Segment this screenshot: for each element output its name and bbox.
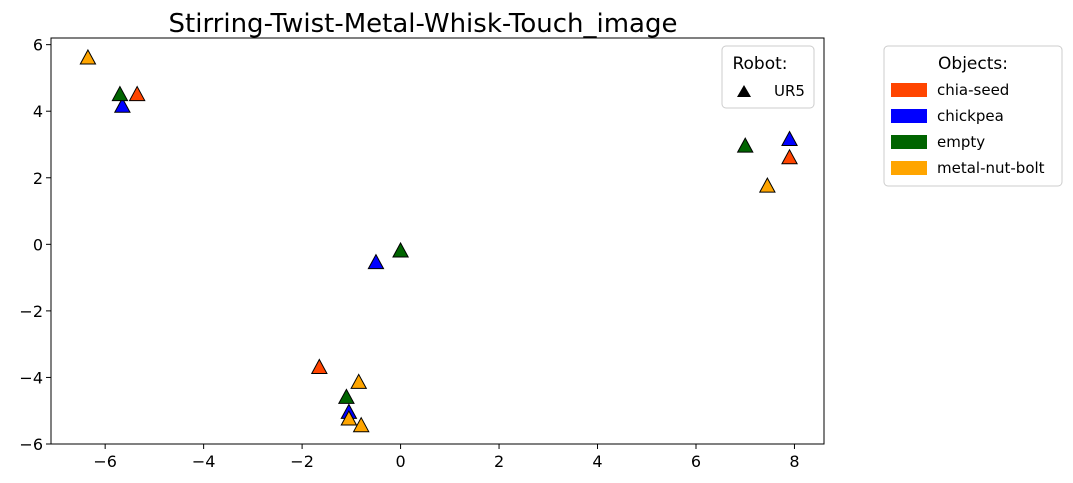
data-point-chickpea xyxy=(781,130,798,146)
objects-legend-label: metal-nut-bolt xyxy=(937,159,1045,177)
data-point-empty xyxy=(392,241,410,258)
objects-legend-swatch xyxy=(891,161,927,175)
x-tick-label: 4 xyxy=(592,452,602,471)
y-tick-label: 4 xyxy=(33,102,43,121)
objects-legend-label: empty xyxy=(937,133,985,151)
data-point-metal-nut-bolt xyxy=(79,48,97,65)
data-point-empty xyxy=(736,137,754,153)
y-tick-label: −4 xyxy=(19,368,43,387)
data-points xyxy=(79,48,798,433)
x-tick-label: −2 xyxy=(290,452,314,471)
data-point-metal-nut-bolt xyxy=(340,409,358,426)
x-tick-label: 0 xyxy=(395,452,405,471)
y-tick-label: 0 xyxy=(33,235,43,254)
x-tick-label: −4 xyxy=(192,452,216,471)
objects-legend-swatch xyxy=(891,83,927,97)
y-tick-label: −2 xyxy=(19,302,43,321)
objects-legend-box xyxy=(883,45,1063,187)
chart-title: Stirring-Twist-Metal-Whisk-Touch_image xyxy=(169,9,678,39)
x-tick-label: 6 xyxy=(691,452,701,471)
y-tick-label: −6 xyxy=(19,435,43,454)
robot-legend-label: UR5 xyxy=(774,82,805,100)
x-tick-label: 8 xyxy=(789,452,799,471)
objects-legend-label: chia-seed xyxy=(937,81,1009,99)
robot-legend: Robot: UR5 xyxy=(721,45,815,109)
data-point-metal-nut-bolt xyxy=(758,177,776,193)
x-tick-label: 2 xyxy=(494,452,504,471)
data-point-metal-nut-bolt xyxy=(350,373,368,389)
data-point-metal-nut-bolt xyxy=(352,416,370,433)
y-axis: −6 −4 −2 0 2 4 6 xyxy=(19,36,51,454)
objects-legend-swatch xyxy=(891,135,927,149)
robot-legend-marker xyxy=(737,85,751,97)
data-point-chia-seed xyxy=(310,358,328,374)
x-tick-label: −6 xyxy=(93,452,117,471)
x-axis: −6 −4 −2 0 2 4 6 8 xyxy=(93,444,800,471)
objects-legend-label: chickpea xyxy=(937,107,1004,125)
data-point-chickpea xyxy=(113,97,131,113)
objects-legend-swatch xyxy=(891,109,927,123)
y-tick-label: 2 xyxy=(33,169,43,188)
robot-legend-title: Robot: xyxy=(732,54,787,74)
data-point-chia-seed xyxy=(781,148,798,165)
data-point-chickpea xyxy=(367,253,385,270)
data-point-chia-seed xyxy=(128,85,146,102)
data-point-empty xyxy=(111,85,129,102)
objects-legend: Objects: chia-seed chickpea empty metal-nut… xyxy=(883,45,1063,187)
objects-legend-title: Objects: xyxy=(938,54,1008,74)
y-tick-label: 6 xyxy=(33,36,43,55)
data-point-empty xyxy=(337,388,355,404)
plot-area xyxy=(50,37,825,445)
